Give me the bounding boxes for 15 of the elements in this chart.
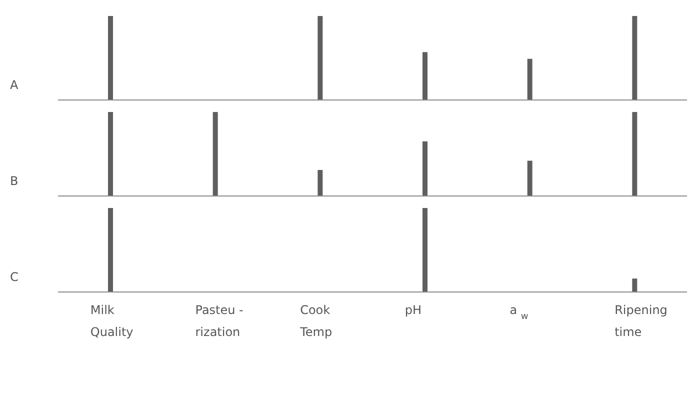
y-axis-title: C <box>10 270 18 284</box>
bar <box>108 112 113 196</box>
x-tick-label: Pasteu - rization <box>195 303 244 339</box>
x-tick-label: Ripening time <box>614 303 668 339</box>
bar <box>318 170 323 196</box>
x-tick-label: Cook Temp <box>299 303 332 339</box>
bar <box>212 112 218 196</box>
x-tick-label: a $_{w}$ <box>510 303 528 322</box>
y-axis-title: B <box>10 174 18 188</box>
bar <box>422 141 428 196</box>
y-axis-title: A <box>10 78 18 92</box>
bar <box>632 112 638 196</box>
bar <box>527 160 532 196</box>
x-tick-label: Milk Quality <box>90 303 134 339</box>
x-tick-label: pH <box>404 303 422 317</box>
